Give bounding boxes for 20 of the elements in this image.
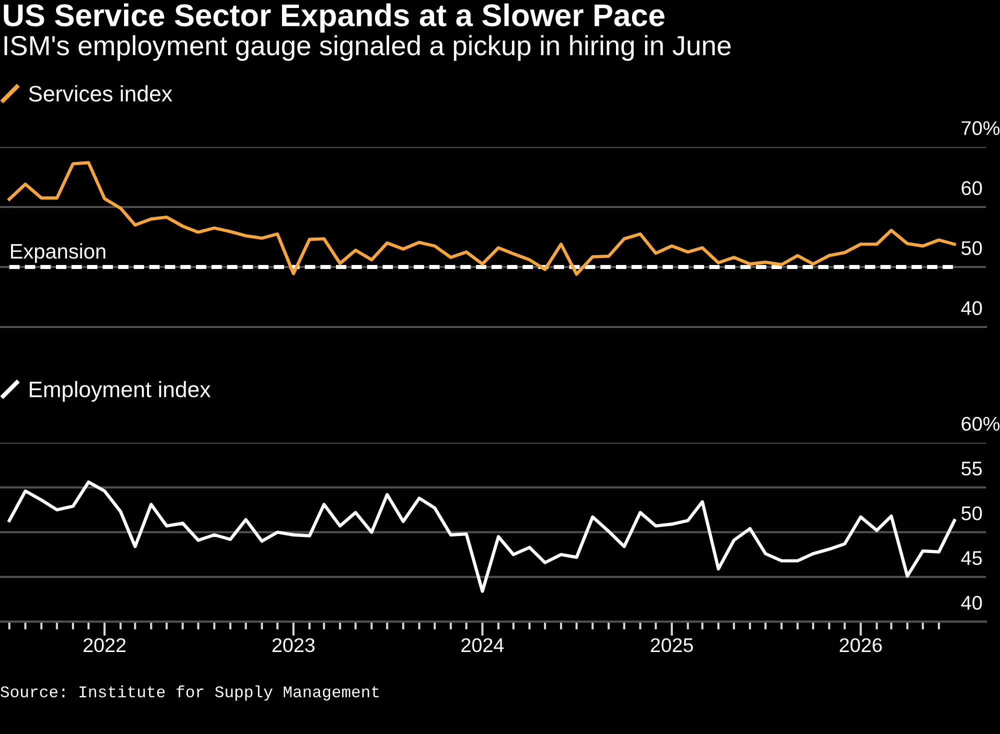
y-tick-label: 40: [961, 301, 982, 316]
legend-label: Services index: [29, 85, 172, 102]
x-tick-label: 2025: [650, 638, 693, 652]
x-tick-label: 2023: [272, 638, 315, 652]
y-tick-label: 50: [962, 241, 982, 256]
chart-title: US Service Sector Expands at a Slower Pace: [4, 3, 664, 33]
y-tick-label: 45: [961, 551, 982, 566]
legend-label: Employment index: [30, 380, 211, 402]
y-tick-label: 40: [961, 596, 982, 610]
source-note: Source: Institute for Supply Management: [0, 685, 379, 701]
y-tick-label: 60: [962, 181, 982, 196]
x-tick-label: 2026: [840, 638, 882, 652]
y-tick-label: 60%: [962, 416, 1000, 431]
y-tick-label: 50: [962, 506, 982, 520]
y-tick-label: 70%: [962, 121, 1000, 136]
x-tick-label: 2022: [84, 638, 126, 652]
y-tick-label: 55: [962, 462, 982, 476]
x-tick-label: 2024: [461, 638, 504, 652]
chart-subtitle: ISM's employment gauge signaled a pickup in hiring in June: [4, 35, 731, 61]
ref-line-label: Expansion: [11, 243, 106, 263]
